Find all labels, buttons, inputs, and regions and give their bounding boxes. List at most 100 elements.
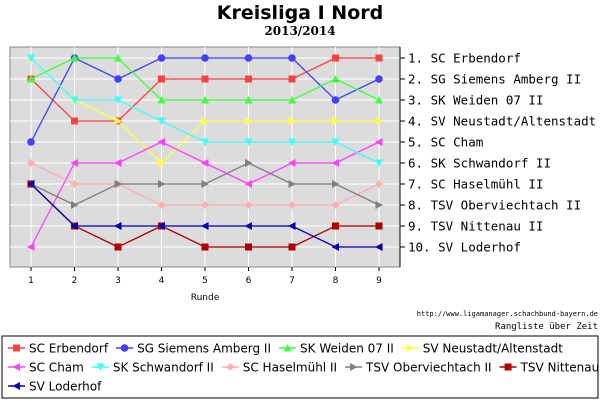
rank-label: 2. SG Siemens Amberg II xyxy=(408,72,581,87)
data-point-sv-neustadt-altenstadt xyxy=(288,117,296,125)
data-point-sv-loderhof xyxy=(201,222,209,230)
data-point-sv-neustadt-altenstadt xyxy=(201,117,209,125)
data-point-sk-weiden-07-ii xyxy=(331,75,340,83)
x-tick-label: 4 xyxy=(159,276,165,286)
data-point-tsv-oberviechtach-ii xyxy=(114,180,122,188)
data-point-tsv-nittenau-ii xyxy=(245,243,252,251)
data-point-tsv-nittenau-ii xyxy=(375,222,383,230)
data-point-tsv-oberviechtach-ii xyxy=(245,159,253,167)
rank-label: 3. SK Weiden 07 II xyxy=(408,93,543,108)
data-point-sk-weiden-07-ii xyxy=(70,54,79,62)
data-point-sk-weiden-07-ii xyxy=(157,96,166,104)
credit-caption: Rangliste über Zeit xyxy=(495,322,598,332)
data-point-sk-weiden-07-ii xyxy=(288,96,296,104)
data-point-sk-schwandorf-ii xyxy=(375,159,383,167)
data-point-sc-erbendorf xyxy=(375,54,383,62)
legend-marker xyxy=(504,363,512,371)
legend-marker xyxy=(283,344,292,352)
data-point-sc-haselm-hl-ii xyxy=(375,180,383,188)
legend-label: SK Schwandorf II xyxy=(113,361,214,375)
data-point-tsv-oberviechtach-ii xyxy=(71,201,79,209)
legend-label: SK Weiden 07 II xyxy=(300,342,394,356)
data-point-sc-cham xyxy=(201,159,209,167)
series-sk-schwandorf-ii xyxy=(27,54,383,167)
data-point-tsv-nittenau-ii xyxy=(332,222,339,230)
legend-item-sc-erbendorf: SC Erbendorf xyxy=(8,342,109,356)
rank-label: 1. SC Erbendorf xyxy=(408,51,521,66)
data-point-sc-haselm-hl-ii xyxy=(70,180,79,188)
series-sk-weiden-07-ii xyxy=(27,54,383,104)
data-point-sg-siemens-amberg-ii xyxy=(114,75,122,83)
data-point-sv-loderhof xyxy=(70,222,78,230)
data-point-sc-erbendorf xyxy=(71,117,78,125)
series-layer xyxy=(27,54,383,251)
data-point-sk-schwandorf-ii xyxy=(70,96,79,104)
legend-label: SV Neustadt/Altenstadt xyxy=(423,342,563,356)
legend-item-tsv-nittenau-ii: TSV Nittenau II xyxy=(499,361,600,375)
x-tick-label: 1 xyxy=(28,276,34,286)
data-point-sc-haselm-hl-ii xyxy=(244,201,253,209)
x-tick-label: 6 xyxy=(246,276,252,286)
rank-label: 10. SV Loderhof xyxy=(408,240,521,255)
data-point-tsv-oberviechtach-ii xyxy=(158,180,166,188)
rank-axis: 1. SC Erbendorf 2. SG Siemens Amberg II … xyxy=(399,47,596,267)
rank-label: 6. SK Schwandorf II xyxy=(408,156,551,171)
legend-marker xyxy=(406,344,415,352)
legend-item-tsv-oberviechtach-ii: TSV Oberviechtach II xyxy=(345,361,492,375)
data-point-sc-erbendorf xyxy=(245,75,252,83)
data-point-sv-loderhof xyxy=(331,243,339,251)
legend-label: TSV Nittenau II xyxy=(520,361,600,375)
legend-label: SC Erbendorf xyxy=(29,342,109,356)
data-point-sv-neustadt-altenstadt xyxy=(332,117,340,125)
data-point-sv-neustadt-altenstadt xyxy=(245,117,253,125)
rank-label: 9. TSV Nittenau II xyxy=(408,219,543,234)
series-sv-loderhof xyxy=(27,180,383,251)
data-point-sc-erbendorf xyxy=(158,75,165,83)
data-point-sk-weiden-07-ii xyxy=(114,54,122,62)
legend-items: SC Erbendorf SG Siemens Amberg II SK Weide… xyxy=(8,342,600,394)
data-point-sk-weiden-07-ii xyxy=(375,96,383,104)
series-sc-haselm-hl-ii xyxy=(27,159,383,209)
data-point-sc-haselm-hl-ii xyxy=(27,159,35,167)
data-point-sk-schwandorf-ii xyxy=(114,96,122,104)
data-point-sv-loderhof xyxy=(375,243,383,251)
data-point-sv-neustadt-altenstadt xyxy=(375,117,383,125)
legend-marker xyxy=(226,363,235,371)
data-point-sc-cham xyxy=(331,159,339,167)
chart-subtitle: 2013/2014 xyxy=(264,24,335,38)
data-point-sk-schwandorf-ii xyxy=(244,138,253,146)
data-point-sg-siemens-amberg-ii xyxy=(201,54,209,62)
data-point-sv-neustadt-altenstadt xyxy=(158,159,166,167)
data-point-sc-erbendorf xyxy=(288,75,296,83)
data-point-sk-weiden-07-ii xyxy=(201,96,209,104)
data-point-sc-haselm-hl-ii xyxy=(288,201,296,209)
x-tick-label: 2 xyxy=(72,276,78,286)
x-tick-label: 7 xyxy=(289,276,295,286)
data-point-tsv-oberviechtach-ii xyxy=(201,180,209,188)
data-point-tsv-oberviechtach-ii xyxy=(332,180,340,188)
data-point-tsv-nittenau-ii xyxy=(288,243,296,251)
data-point-sc-cham xyxy=(244,180,252,188)
legend-marker xyxy=(12,363,20,371)
data-point-sc-haselm-hl-ii xyxy=(157,201,166,209)
data-point-sg-siemens-amberg-ii xyxy=(157,54,166,62)
legend-item-sv-neustadt-altenstadt: SV Neustadt/Altenstadt xyxy=(401,342,563,356)
legend-marker xyxy=(96,363,105,371)
legend-marker xyxy=(350,363,358,371)
data-point-sc-cham xyxy=(157,138,165,146)
legend-item-sg-siemens-amberg-ii: SG Siemens Amberg II xyxy=(116,342,271,356)
data-point-sc-haselm-hl-ii xyxy=(331,201,340,209)
data-point-sc-cham xyxy=(70,159,78,167)
data-point-sg-siemens-amberg-ii xyxy=(244,54,253,62)
data-point-sg-siemens-amberg-ii xyxy=(288,54,296,62)
data-point-sk-schwandorf-ii xyxy=(288,138,296,146)
data-point-tsv-oberviechtach-ii xyxy=(288,180,296,188)
data-point-sc-cham xyxy=(375,138,383,146)
legend-marker xyxy=(120,344,129,352)
legend-item-sc-cham: SC Cham xyxy=(8,361,84,375)
data-point-sk-weiden-07-ii xyxy=(244,96,253,104)
rank-label: 4. SV Neustadt/Altenstadt xyxy=(408,114,596,129)
data-point-sv-neustadt-altenstadt xyxy=(114,117,122,125)
credit-url: http://www.ligamanager.schachbund-bayern… xyxy=(417,310,598,318)
rank-label: 8. TSV Oberviechtach II xyxy=(408,198,581,213)
